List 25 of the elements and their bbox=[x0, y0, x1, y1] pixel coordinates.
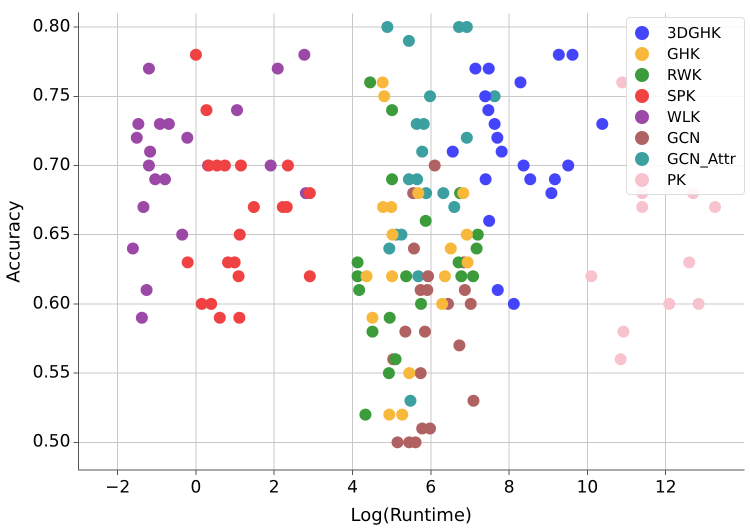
legend-label: RWK bbox=[667, 66, 702, 84]
x-tick-label: 2 bbox=[268, 478, 280, 498]
y-tick-label: 0.60 bbox=[32, 293, 70, 314]
y-tick-label: 0.70 bbox=[32, 154, 70, 175]
legend-label: 3DGHK bbox=[667, 24, 721, 42]
x-tick-label: 12 bbox=[654, 478, 677, 498]
legend-label: WLK bbox=[667, 108, 700, 126]
legend-label: SPK bbox=[667, 86, 696, 105]
legend-label: PK bbox=[667, 170, 686, 189]
y-tick-label: 0.65 bbox=[32, 224, 70, 244]
legend-label: GHK bbox=[667, 44, 700, 63]
y-tick-label: 0.80 bbox=[32, 16, 70, 36]
x-tick-label: 6 bbox=[425, 478, 436, 498]
x-tick-label: 0 bbox=[190, 478, 202, 498]
x-tick-label: −2 bbox=[105, 478, 130, 498]
legend-label: GCN_Attr bbox=[667, 150, 736, 168]
y-tick-label: 0.50 bbox=[32, 432, 70, 452]
x-tick-label: 8 bbox=[504, 478, 515, 498]
legend-label: GCN bbox=[667, 128, 700, 147]
x-tick-label: 4 bbox=[347, 478, 358, 498]
x-axis-title: Log(Runtime) bbox=[350, 504, 472, 526]
x-tick-label: 10 bbox=[576, 478, 598, 498]
y-tick-label: 0.55 bbox=[32, 362, 70, 383]
y-tick-label: 0.75 bbox=[32, 86, 70, 106]
y-axis-title: Accuracy bbox=[3, 200, 24, 283]
